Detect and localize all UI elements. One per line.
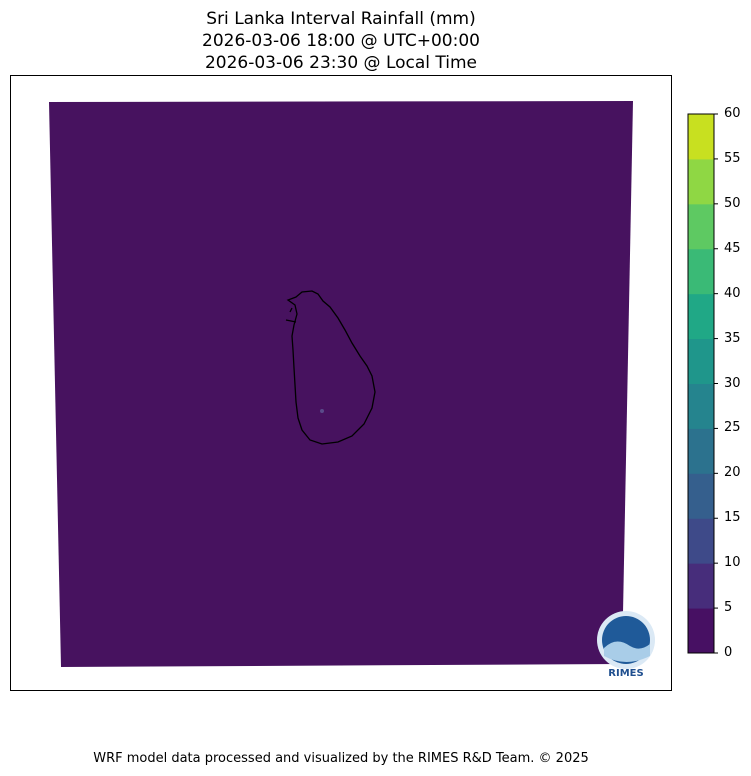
colorbar-tick-label: 35 bbox=[724, 330, 741, 346]
colorbar-tick-label: 15 bbox=[724, 510, 741, 526]
credit-text: WRF model data processed and visualized … bbox=[93, 751, 589, 766]
colorbar-tick-label: 45 bbox=[724, 240, 741, 256]
colorbar-tick-label: 25 bbox=[724, 420, 741, 436]
title-line-2: 2026-03-06 18:00 @ UTC+00:00 bbox=[202, 31, 480, 51]
svg-text:RIMES: RIMES bbox=[608, 668, 643, 679]
rainfall-field bbox=[49, 101, 633, 667]
rimes-logo: RIMES bbox=[597, 611, 655, 679]
colorbar-tick-label: 55 bbox=[724, 150, 741, 166]
colorbar-tick-label: 5 bbox=[724, 600, 733, 616]
colorbar-bin bbox=[688, 608, 714, 654]
map-axes-frame bbox=[10, 75, 672, 691]
colorbar-bin bbox=[688, 428, 714, 474]
colorbar-bin bbox=[688, 338, 714, 384]
colorbar-bin bbox=[688, 203, 714, 250]
title-line-3: 2026-03-06 23:30 @ Local Time bbox=[204, 53, 478, 73]
colorbar-tick-label: 0 bbox=[724, 645, 733, 660]
colorbar-bin bbox=[688, 383, 714, 429]
colorbar-tick-label: 60 bbox=[724, 106, 741, 121]
colorbar-bin bbox=[688, 114, 714, 160]
colorbar-bin bbox=[688, 248, 714, 295]
colorbar-tick-label: 10 bbox=[724, 555, 741, 571]
colorbar-bin bbox=[688, 473, 714, 519]
colorbar-tick-label: 40 bbox=[724, 285, 741, 301]
colorbar-bin bbox=[688, 158, 714, 205]
title-line-1: Sri Lanka Interval Rainfall (mm) bbox=[206, 9, 476, 29]
colorbar-bin bbox=[688, 293, 714, 340]
sri-lanka-coastline bbox=[285, 290, 376, 445]
colorbar-tick-label: 30 bbox=[724, 375, 741, 391]
colorbar-bin bbox=[688, 563, 714, 609]
colorbar-tick-label: 20 bbox=[724, 465, 741, 481]
colorbar bbox=[687, 113, 718, 654]
small-rain-spot bbox=[320, 409, 324, 413]
colorbar-bin bbox=[688, 518, 714, 564]
colorbar-tick-label: 50 bbox=[724, 195, 741, 211]
